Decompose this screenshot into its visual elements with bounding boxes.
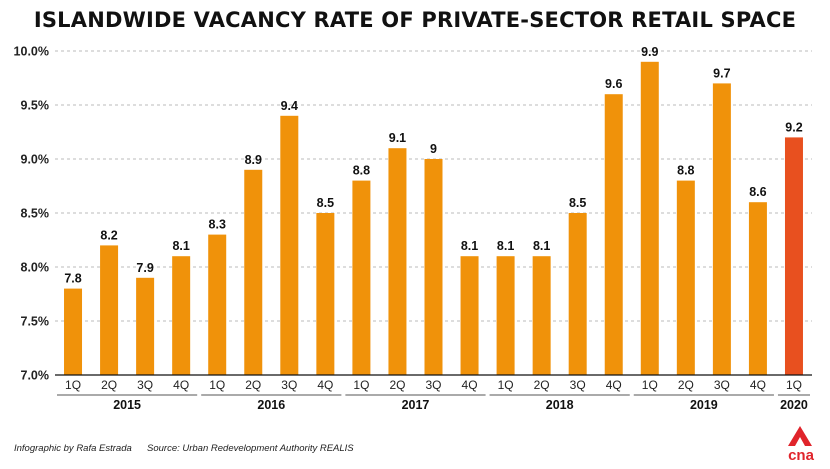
bar-value-label: 8.1 <box>461 239 478 253</box>
x-tick-label: 4Q <box>462 378 478 392</box>
bar <box>568 213 587 375</box>
bar <box>784 137 803 375</box>
bar-value-label: 7.9 <box>136 261 153 275</box>
bar <box>640 61 659 376</box>
year-label: 2016 <box>257 398 285 412</box>
year-label: 2018 <box>546 398 574 412</box>
bar <box>496 256 515 375</box>
y-tick-label: 7.0% <box>21 369 50 383</box>
bar-value-label: 8.8 <box>353 164 370 178</box>
bar <box>100 245 119 375</box>
bar-value-label: 9.7 <box>713 66 730 80</box>
year-label: 2020 <box>780 398 808 412</box>
bar <box>748 202 767 375</box>
x-tick-label: 4Q <box>750 378 766 392</box>
y-tick-label: 9.0% <box>21 153 50 167</box>
x-tick-label: 2Q <box>101 378 117 392</box>
bar-value-label: 8.1 <box>497 239 514 253</box>
x-tick-label: 1Q <box>65 378 81 392</box>
infographic-credit: Infographic by Rafa Estrada <box>14 443 132 454</box>
year-label: 2017 <box>402 398 430 412</box>
bar-value-label: 9 <box>430 142 437 156</box>
bar-value-label: 8.2 <box>100 228 117 242</box>
bar-value-label: 8.5 <box>317 196 334 210</box>
bar <box>244 169 263 375</box>
bar <box>460 256 479 375</box>
bar-value-label: 8.1 <box>172 239 189 253</box>
y-tick-label: 9.5% <box>21 99 50 113</box>
chart-title: ISLANDWIDE VACANCY RATE OF PRIVATE-SECTO… <box>33 8 797 32</box>
cna-logo-text: cna <box>788 447 815 464</box>
x-tick-label: 1Q <box>353 378 369 392</box>
x-tick-label: 1Q <box>209 378 225 392</box>
bar <box>280 115 299 376</box>
bar-value-label: 8.3 <box>209 218 226 232</box>
bar <box>712 83 731 376</box>
bar <box>316 213 335 375</box>
x-tick-label: 1Q <box>642 378 658 392</box>
bar-value-label: 9.4 <box>281 99 298 113</box>
x-tick-label: 4Q <box>606 378 622 392</box>
bar <box>424 159 443 375</box>
bar-value-label: 8.9 <box>245 153 262 167</box>
cna-logo-mark: cna <box>788 426 815 464</box>
bar <box>136 277 155 375</box>
bar-value-label: 8.8 <box>677 164 694 178</box>
y-tick-label: 10.0% <box>14 45 49 59</box>
x-tick-label: 1Q <box>786 378 802 392</box>
bar-value-label: 8.1 <box>533 239 550 253</box>
source-note: Source: Urban Redevelopment Authority RE… <box>147 443 354 454</box>
year-label: 2015 <box>113 398 141 412</box>
bar <box>208 234 227 375</box>
bar <box>676 180 695 375</box>
bar-value-label: 9.1 <box>389 131 406 145</box>
cna-logo: cna <box>783 424 823 464</box>
bar <box>604 94 623 375</box>
x-tick-label: 4Q <box>173 378 189 392</box>
x-tick-label: 2Q <box>534 378 550 392</box>
x-tick-label: 2Q <box>389 378 405 392</box>
x-tick-label: 2Q <box>678 378 694 392</box>
bar-value-label: 8.5 <box>569 196 586 210</box>
x-tick-label: 3Q <box>714 378 730 392</box>
year-label: 2019 <box>690 398 718 412</box>
bar-value-label: 9.6 <box>605 77 622 91</box>
bar <box>172 256 191 375</box>
x-tick-label: 3Q <box>570 378 586 392</box>
bar <box>64 288 83 375</box>
bar-value-label: 9.2 <box>785 120 802 134</box>
bar <box>388 148 407 375</box>
x-tick-label: 4Q <box>317 378 333 392</box>
y-tick-label: 8.5% <box>21 207 50 221</box>
bar-value-label: 9.9 <box>641 45 658 59</box>
bar-value-label: 7.8 <box>64 272 81 286</box>
x-tick-label: 1Q <box>498 378 514 392</box>
x-tick-label: 3Q <box>425 378 441 392</box>
y-tick-label: 8.0% <box>21 261 50 275</box>
bar <box>352 180 371 375</box>
bar <box>532 256 551 375</box>
x-tick-label: 3Q <box>137 378 153 392</box>
y-tick-label: 7.5% <box>21 315 50 329</box>
x-tick-label: 3Q <box>281 378 297 392</box>
bar-value-label: 8.6 <box>749 185 766 199</box>
x-tick-label: 2Q <box>245 378 261 392</box>
